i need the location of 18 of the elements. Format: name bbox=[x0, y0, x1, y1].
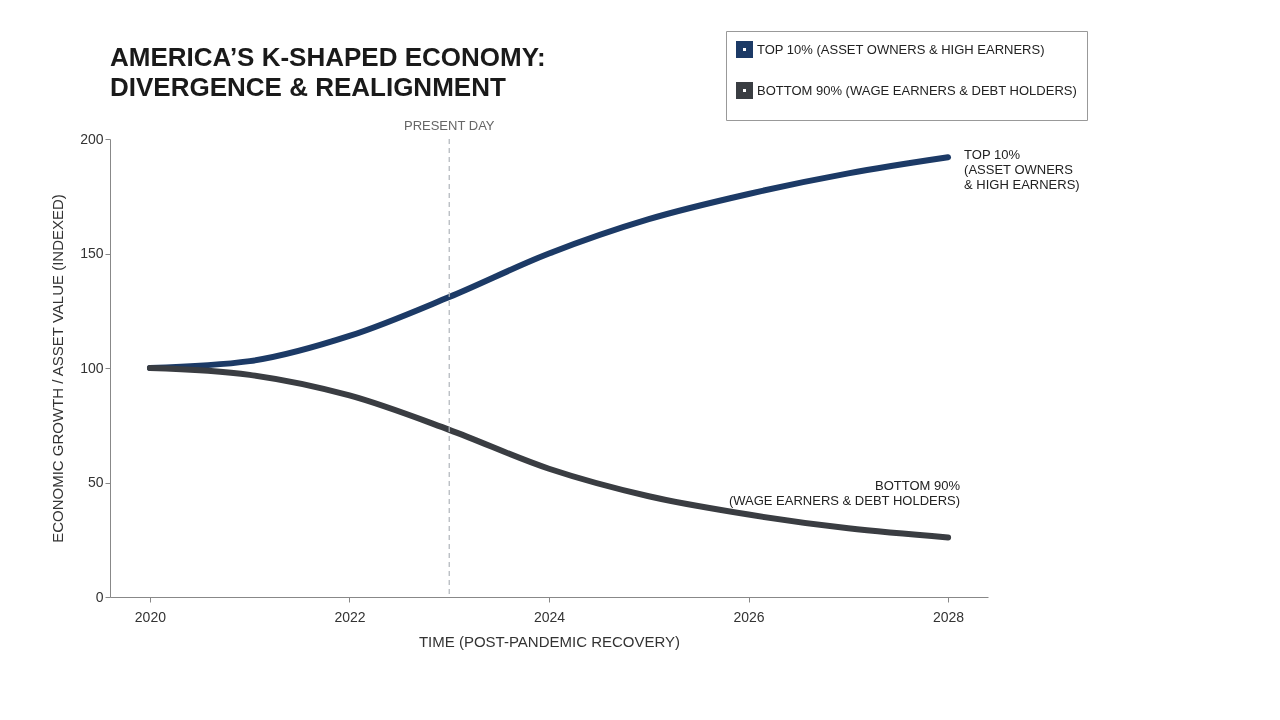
x-tick-label: 2022 bbox=[334, 608, 366, 625]
legend-label: BOTTOM 90% (WAGE EARNERS & DEBT HOLDERS) bbox=[757, 82, 1077, 98]
ref-line-label: PRESENT DAY bbox=[403, 118, 495, 133]
annotation: TOP 10% (ASSET OWNERS & HIGH EARNERS) bbox=[964, 147, 1080, 193]
y-tick-label: 50 bbox=[87, 474, 104, 490]
y-tick-label: 150 bbox=[80, 245, 104, 261]
x-axis-title: TIME (POST-PANDEMIC RECOVERY) bbox=[418, 632, 681, 650]
y-axis-title: ECONOMIC GROWTH / ASSET VALUE (INDEXED) bbox=[49, 194, 67, 543]
x-tick-label: 2020 bbox=[134, 608, 167, 625]
x-tick-label: 2028 bbox=[933, 608, 965, 625]
y-tick-label: 200 bbox=[80, 130, 104, 147]
y-tick-label: 0 bbox=[95, 588, 104, 605]
legend-label: TOP 10% (ASSET OWNERS & HIGH EARNERS) bbox=[757, 41, 1045, 57]
x-tick-label: 2024 bbox=[533, 608, 566, 625]
chart-title: AMERICA’S K-SHAPED ECONOMY: DIVERGENCE & REALIGNMENT bbox=[110, 41, 546, 102]
annotation: BOTTOM 90% (WAGE EARNERS & DEBT HOLDERS) bbox=[728, 478, 961, 509]
y-tick-label: 100 bbox=[80, 359, 104, 376]
x-tick-label: 2026 bbox=[733, 608, 765, 625]
